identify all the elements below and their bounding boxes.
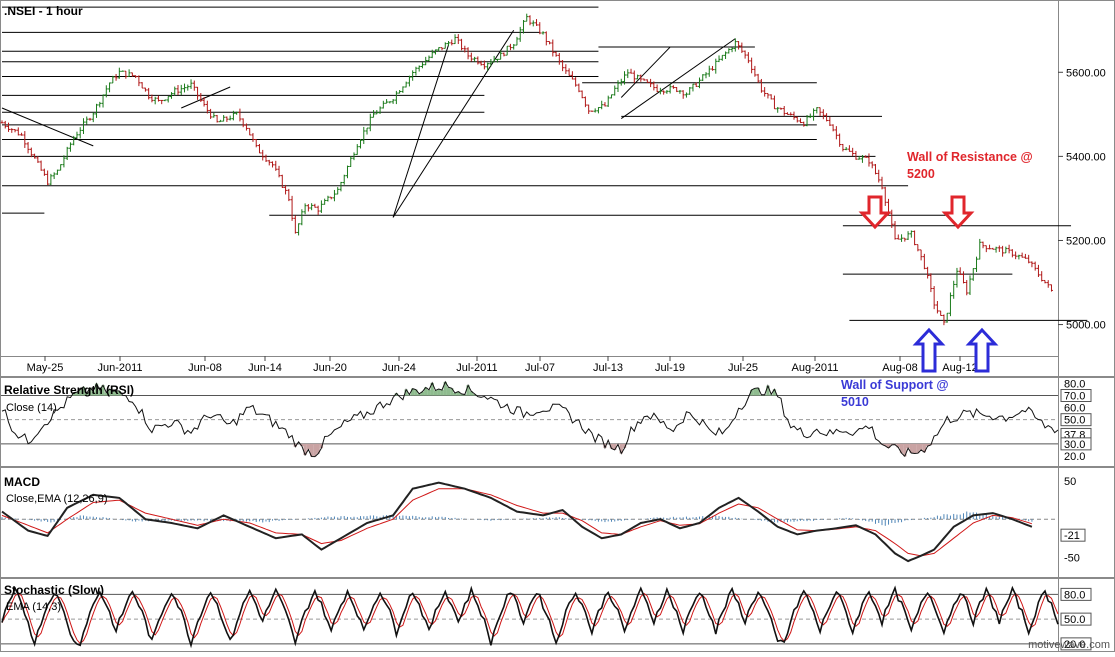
stochastic-k-line xyxy=(1,585,1059,649)
macd-tick-label: -21 xyxy=(1064,530,1080,542)
trend-line xyxy=(620,38,736,119)
price-tick-label: 5600.00 xyxy=(1066,67,1106,79)
stochastic-levels xyxy=(1,579,1059,651)
macd-tick-label: 50 xyxy=(1064,476,1076,488)
resistance-label-line2: 5200 xyxy=(907,167,935,181)
macd-subtitle: Close,EMA (12,26,9) xyxy=(6,493,108,505)
macd-tick-label: -50 xyxy=(1064,552,1080,564)
rsi-tick-label: 70.0 xyxy=(1064,391,1085,403)
time-tick-label: Aug-12 xyxy=(942,362,977,374)
rsi-tick-label: 60.0 xyxy=(1064,403,1085,415)
macd-value-box xyxy=(1060,528,1086,542)
trend-lines xyxy=(1,29,736,218)
rsi-tick-label: 80.0 xyxy=(1064,378,1085,390)
price-panel-frame xyxy=(0,0,1115,377)
time-tick-label: Jul-2011 xyxy=(456,362,497,374)
time-tick-label: Jun-24 xyxy=(382,362,416,374)
rsi-tick-label: 50.0 xyxy=(1064,415,1085,427)
watermark: motivewave.com xyxy=(1028,639,1110,651)
rsi-tick-label: 30.0 xyxy=(1064,439,1085,451)
stochastic-value-box xyxy=(1060,612,1092,626)
macd-histogram xyxy=(1,511,1033,526)
stochastic-title: Stochastic (Slow) xyxy=(4,583,104,597)
stochastic-value-box xyxy=(1060,637,1092,651)
stochastic-value-box xyxy=(1060,587,1092,601)
price-panel[interactable]: 5600.00 5400.00 5200.00 5000.00 May-25 Jun-2… xyxy=(0,0,1115,377)
time-tick-label: May-25 xyxy=(27,362,64,374)
macd-panel[interactable]: 50 -21 -50 MACD Close,EMA (12,26,9) xyxy=(0,467,1115,578)
trend-line xyxy=(392,29,515,218)
rsi-panel-frame xyxy=(0,377,1115,467)
macd-y-axis: 50 -21 -50 xyxy=(1060,476,1086,564)
rsi-value-box xyxy=(1060,413,1092,427)
stochastic-subtitle: EMA (14,3) xyxy=(6,601,61,613)
price-y-grid xyxy=(1,1,1059,376)
time-tick-label: Jun-20 xyxy=(313,362,347,374)
resistance-arrow-down-icon xyxy=(858,195,892,230)
resistance-arrow-down-icon xyxy=(941,195,975,230)
price-y-axis: 5600.00 5400.00 5200.00 5000.00 xyxy=(1058,67,1106,332)
chart-title: .NSEI - 1 hour xyxy=(4,4,83,18)
price-tick-label: 5400.00 xyxy=(1066,151,1106,163)
rsi-title: Relative Strength (RSI) xyxy=(4,383,134,397)
support-arrow-up-icon xyxy=(965,327,999,373)
trend-line xyxy=(1,107,94,147)
time-tick-label: Jun-08 xyxy=(188,362,222,374)
support-label-line1: Wall of Support @ xyxy=(841,378,949,392)
stochastic-tick-label: 80.0 xyxy=(1064,589,1085,601)
time-tick-label: Jul-25 xyxy=(728,362,758,374)
price-tick-label: 5200.00 xyxy=(1066,235,1106,247)
time-tick-label: Jul-19 xyxy=(655,362,685,374)
time-x-axis: May-25 Jun-2011 Jun-08 Jun-14 Jun-20 Jun-24 Ju… xyxy=(27,356,978,374)
time-tick-label: Aug-2011 xyxy=(792,362,839,374)
rsi-value-box xyxy=(1060,437,1092,451)
rsi-value-box xyxy=(1060,389,1092,403)
rsi-panel[interactable]: 80.070.060.050.037.830.020.0 Relative St… xyxy=(0,377,1115,467)
rsi-line xyxy=(1,380,1059,458)
rsi-y-axis: 80.070.060.050.037.830.020.0 xyxy=(1060,378,1092,463)
time-tick-label: Jun-2011 xyxy=(97,362,142,374)
macd-title: MACD xyxy=(4,475,40,489)
resistance-annotation: Wall of Resistance @ 5200 xyxy=(858,150,1033,230)
macd-line xyxy=(1,481,1033,563)
stochastic-tick-label: 20.0 xyxy=(1064,639,1085,651)
support-label-line2: 5010 xyxy=(841,395,869,409)
time-tick-label: Jun-14 xyxy=(248,362,282,374)
time-tick-label: Jul-07 xyxy=(525,362,555,374)
stochastic-panel[interactable]: 80.0 50.0 20.0 Stochastic (Slow) EMA (14,3… xyxy=(0,578,1115,652)
stochastic-d-line xyxy=(1,592,1059,645)
price-tick-label: 5000.00 xyxy=(1066,320,1106,332)
stochastic-tick-label: 50.0 xyxy=(1064,614,1085,626)
stochastic-y-axis: 80.0 50.0 20.0 xyxy=(1060,587,1092,651)
support-arrow-up-icon xyxy=(912,327,946,373)
trend-line xyxy=(181,86,231,109)
rsi-subtitle: Close (14) xyxy=(6,402,57,414)
rsi-tick-label: 20.0 xyxy=(1064,451,1085,463)
trend-line xyxy=(620,46,671,98)
trend-line xyxy=(392,44,449,218)
time-tick-label: Aug-08 xyxy=(882,362,917,374)
price-bars xyxy=(0,13,1053,326)
resistance-label-line1: Wall of Resistance @ xyxy=(907,150,1033,164)
time-tick-label: Jul-13 xyxy=(593,362,623,374)
support-annotation xyxy=(912,327,999,373)
